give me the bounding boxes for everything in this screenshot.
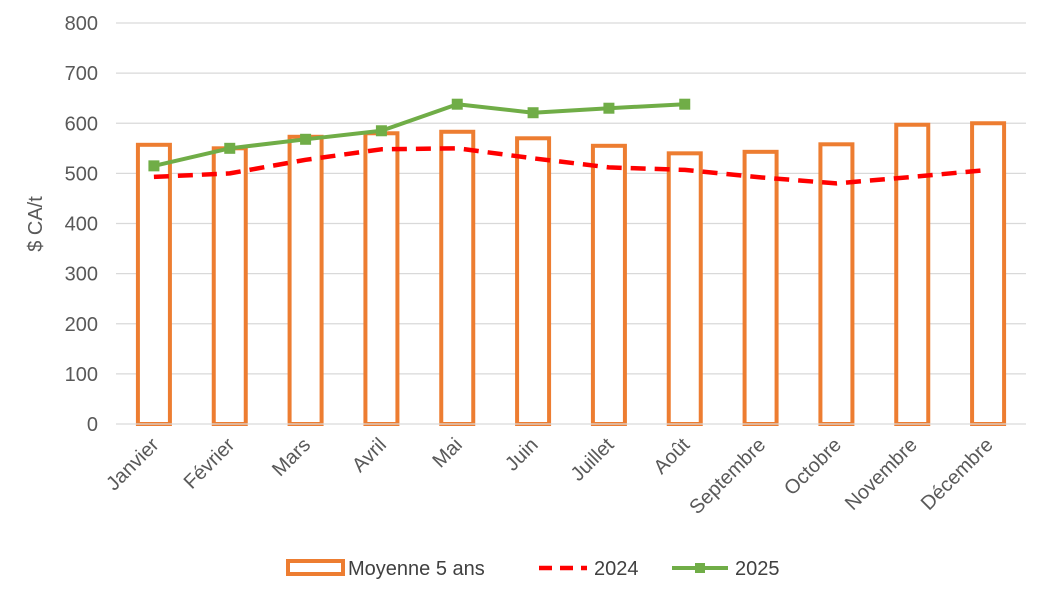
point-2025-fevrier <box>224 142 236 154</box>
x-tick-label-janvier: Janvier <box>102 434 163 495</box>
point-2025-juin <box>527 107 539 119</box>
bar-janvier <box>135 142 172 427</box>
line-series-2025 <box>153 102 685 168</box>
point-2025-mai <box>451 98 463 110</box>
bar-decembre <box>970 121 1007 426</box>
y-tick-label: 600 <box>65 113 98 135</box>
point-2025-janvier <box>148 160 160 172</box>
y-tick-label: 300 <box>65 264 98 286</box>
point-2025-mars <box>300 133 312 145</box>
point-2025-avril <box>375 125 387 137</box>
line-series-2024 <box>153 146 989 186</box>
y-tick-label: 100 <box>65 364 98 386</box>
bar-fevrier <box>211 146 248 426</box>
bar-juillet <box>590 143 627 426</box>
legend-item-2024: 2024 <box>539 558 639 580</box>
x-axis-ticks: Janvier Février Mars Avril Mai Juin Juillet Aoû… <box>102 434 997 519</box>
x-tick-label-novembre: Novembre <box>841 434 922 515</box>
x-tick-label-juillet: Juillet <box>567 434 619 486</box>
legend-item-2025: 2025 <box>672 558 780 580</box>
bar-mars <box>287 134 324 426</box>
bar-novembre <box>894 122 931 426</box>
y-tick-label: 700 <box>65 63 98 85</box>
x-tick-label-juin: Juin <box>501 434 543 476</box>
point-2025-juillet <box>603 102 615 114</box>
bar-octobre <box>818 142 855 427</box>
legend-item-moyenne-5-ans: Moyenne 5 ans <box>286 558 485 580</box>
y-tick-label: 500 <box>65 163 98 185</box>
y-axis-ticks: 0 100 200 300 400 500 600 700 800 <box>65 13 98 436</box>
x-tick-label-fevrier: Février <box>180 434 240 494</box>
bar-septembre <box>742 149 779 426</box>
x-tick-label-decembre: Décembre <box>917 434 998 515</box>
gridlines <box>116 22 1026 375</box>
bar-mai <box>439 129 476 427</box>
legend-label-2024: 2024 <box>594 558 639 580</box>
bars-moyenne-5-ans <box>135 121 1007 427</box>
x-tick-label-octobre: Octobre <box>780 434 846 500</box>
y-axis-title: $ CA/t <box>25 196 47 252</box>
x-tick-label-septembre: Septembre <box>685 434 770 519</box>
bar-aout <box>666 151 703 426</box>
y-tick-label: 400 <box>65 214 98 236</box>
point-2025-aout <box>679 98 691 110</box>
bar-juin <box>515 136 552 426</box>
y-tick-label: 800 <box>65 13 98 35</box>
x-tick-label-mai: Mai <box>428 434 466 472</box>
y-tick-label: 200 <box>65 314 98 336</box>
x-tick-label-avril: Avril <box>348 434 391 477</box>
legend-swatch-moyenne-5-ans <box>286 559 345 576</box>
x-tick-label-aout: Août <box>650 434 695 479</box>
x-tick-label-mars: Mars <box>268 434 315 481</box>
legend: Moyenne 5 ans 2024 2025 <box>286 558 780 580</box>
legend-marker-2025 <box>695 563 705 573</box>
bar-avril <box>363 131 400 426</box>
legend-label-moyenne-5-ans: Moyenne 5 ans <box>348 558 485 580</box>
legend-label-2025: 2025 <box>735 558 780 580</box>
line-series <box>148 98 989 186</box>
y-tick-label: 0 <box>87 414 98 436</box>
